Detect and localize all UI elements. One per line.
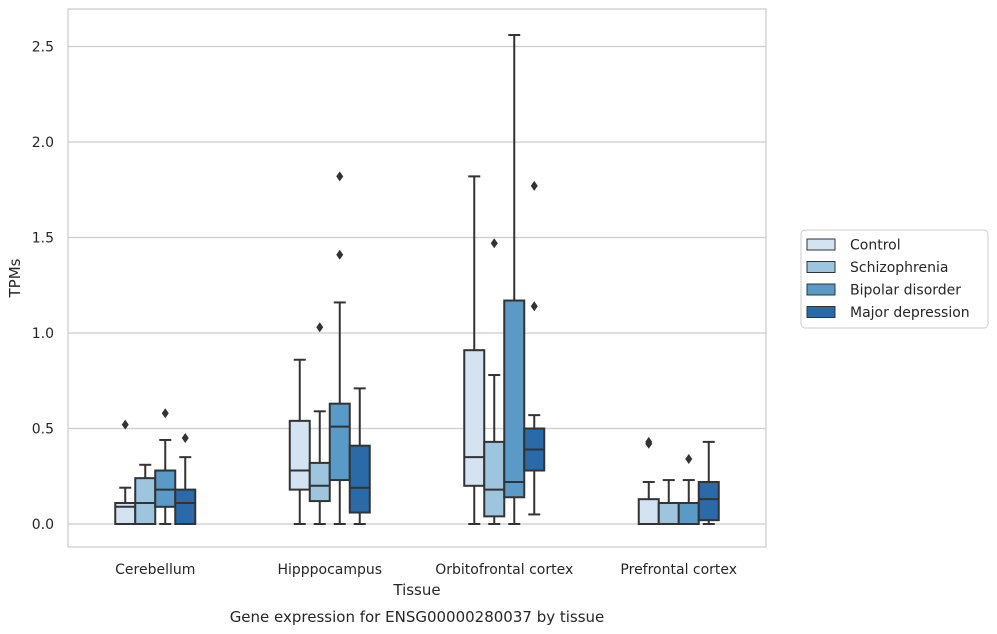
- outlier-point: [336, 249, 344, 260]
- legend-label: Major depression: [850, 305, 970, 321]
- outlier-point: [316, 322, 324, 333]
- outlier-point: [336, 171, 344, 182]
- legend-swatch: [806, 283, 836, 296]
- box-major-depression: [697, 440, 720, 525]
- y-axis-ticks: 0.0 0.5 1.0 1.5 2.0 2.5: [32, 40, 54, 534]
- box-major-depression: [523, 180, 546, 516]
- legend-swatch: [806, 306, 836, 318]
- box-control: [463, 175, 486, 525]
- outlier-point: [181, 433, 189, 444]
- outlier-point: [161, 408, 169, 419]
- box-control: [637, 436, 660, 526]
- grid-lines: [68, 45, 766, 525]
- box-iqr: [677, 501, 700, 525]
- legend-item: Major depression: [806, 305, 970, 321]
- legend: Control Schizophrenia Bipolar disorder Majo…: [800, 229, 989, 329]
- box-iqr: [308, 461, 331, 503]
- y-tick-label: 0.0: [32, 517, 54, 533]
- box-iqr: [657, 501, 680, 525]
- box-iqr: [637, 498, 660, 526]
- x-tick-label: Cerebellum: [115, 562, 195, 578]
- x-tick-label: Hipppocampus: [277, 562, 382, 578]
- legend-label: Control: [850, 238, 901, 254]
- box-iqr: [174, 488, 197, 525]
- chart-title: Gene expression for ENSG00000280037 by t…: [230, 608, 605, 626]
- box-control: [114, 419, 137, 525]
- legend-label: Schizophrenia: [850, 260, 948, 276]
- legend-swatch: [806, 261, 836, 273]
- box-bipolar-disorder: [328, 171, 351, 525]
- legend-swatch: [806, 238, 836, 251]
- outlier-point: [530, 301, 538, 312]
- outlier-point: [530, 180, 538, 191]
- legend-item: Schizophrenia: [806, 260, 948, 276]
- box-schizophrenia: [308, 322, 331, 525]
- box-iqr: [463, 349, 486, 487]
- box-iqr: [288, 419, 311, 491]
- x-tick-label: Orbitofrontal cortex: [435, 562, 573, 578]
- box-schizophrenia: [134, 463, 157, 526]
- y-tick-label: 2.0: [32, 135, 54, 151]
- legend-label: Bipolar disorder: [850, 283, 961, 299]
- y-tick-label: 2.5: [32, 40, 54, 56]
- legend-item: Bipolar disorder: [806, 283, 961, 299]
- x-axis-label: Tissue: [392, 581, 440, 599]
- legend-item: Control: [806, 238, 901, 254]
- box-series: [114, 34, 720, 526]
- y-tick-label: 0.5: [32, 422, 54, 438]
- box-iqr: [348, 444, 371, 514]
- outlier-point: [121, 419, 129, 430]
- box-schizophrenia: [483, 238, 506, 525]
- box-bipolar-disorder: [677, 454, 700, 525]
- box-major-depression: [174, 433, 197, 525]
- y-tick-label: 1.0: [32, 326, 54, 342]
- box-iqr: [697, 480, 720, 522]
- box-iqr: [503, 299, 526, 499]
- outlier-point: [685, 454, 693, 465]
- box-iqr: [483, 440, 506, 518]
- outlier-point: [645, 436, 653, 447]
- box-iqr: [134, 477, 157, 526]
- box-bipolar-disorder: [154, 408, 177, 525]
- box-control: [288, 358, 311, 525]
- box-major-depression: [348, 387, 371, 525]
- y-axis-label: TPMs: [6, 258, 24, 298]
- plot-frame: [67, 8, 767, 548]
- x-axis-ticks: Cerebellum Hipppocampus Orbitofrontal cort…: [115, 562, 737, 578]
- box-schizophrenia: [657, 479, 680, 525]
- y-tick-label: 1.5: [32, 231, 54, 247]
- x-tick-label: Prefrontal cortex: [620, 562, 737, 578]
- box-iqr: [328, 402, 351, 482]
- outlier-point: [490, 238, 498, 249]
- box-bipolar-disorder: [503, 34, 526, 525]
- legend-frame: [800, 229, 989, 329]
